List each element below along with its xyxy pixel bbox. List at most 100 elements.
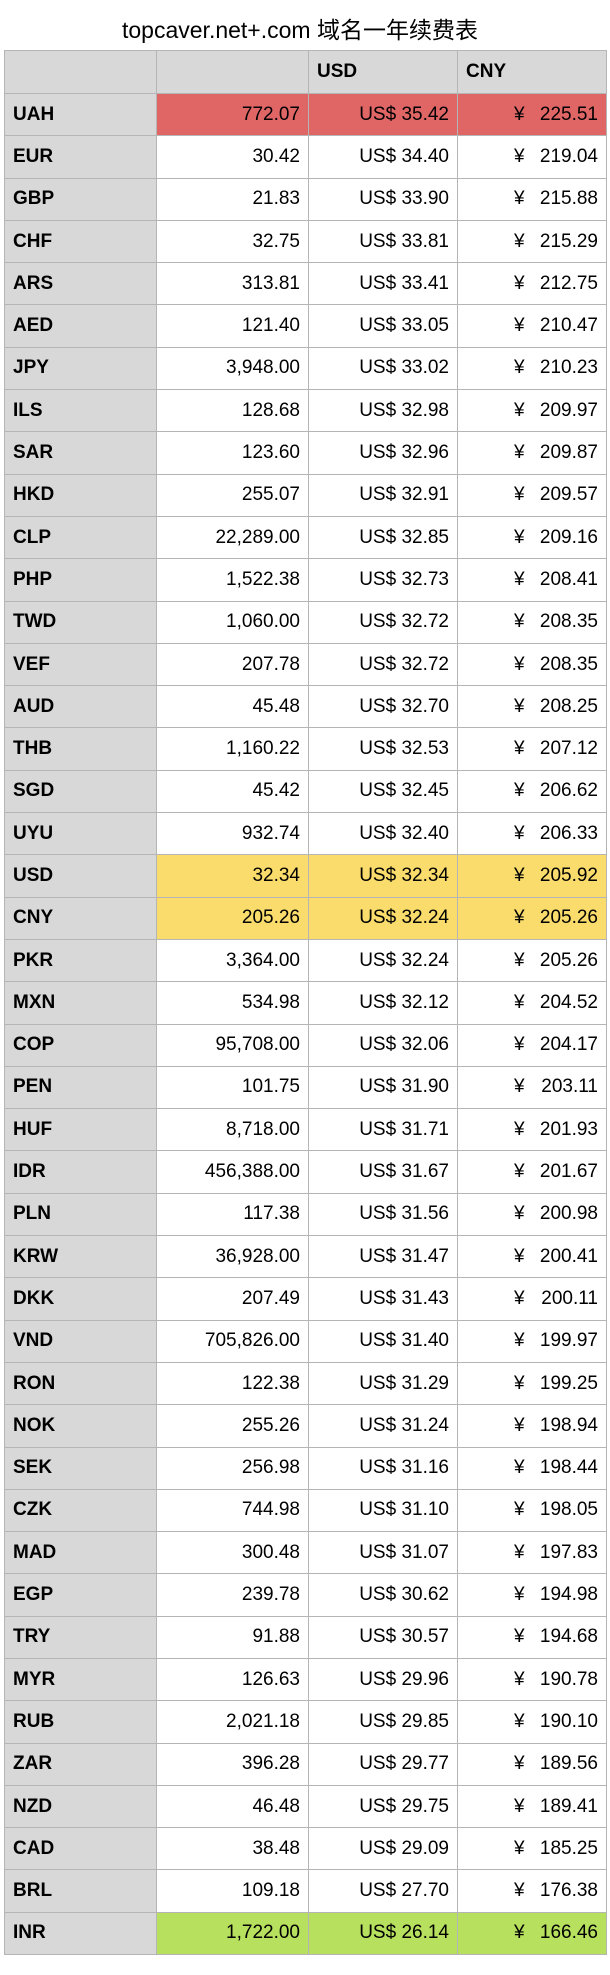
yen-symbol: ¥ [514, 1795, 525, 1817]
cny-price-cell: ¥204.52 [457, 981, 607, 1025]
local-price: 32.75 [156, 219, 309, 264]
cny-price-cell: ¥204.17 [457, 1023, 607, 1067]
yen-symbol: ¥ [514, 272, 525, 294]
yen-symbol: ¥ [514, 526, 525, 548]
yen-symbol: ¥ [514, 695, 525, 717]
cny-price-cell: ¥206.62 [457, 769, 607, 814]
currency-code: EUR [4, 135, 157, 179]
local-price: 2,021.18 [156, 1700, 309, 1744]
local-price: 123.60 [156, 431, 309, 475]
cny-price-cell: ¥209.57 [457, 473, 607, 517]
table-row: TWD 1,060.00 US$ 32.72 ¥208.35 [4, 600, 607, 644]
usd-price: US$ 30.57 [308, 1615, 458, 1659]
table-row: CHF 32.75 US$ 33.81 ¥215.29 [4, 219, 607, 264]
cny-price: 207.12 [539, 738, 598, 760]
table-row: CLP 22,289.00 US$ 32.85 ¥209.16 [4, 515, 607, 560]
yen-symbol: ¥ [514, 1584, 525, 1606]
cny-price: 215.29 [539, 230, 598, 252]
local-price: 45.48 [156, 685, 309, 729]
cny-price: 199.25 [539, 1372, 598, 1394]
usd-price: US$ 34.40 [308, 135, 458, 179]
usd-price: US$ 31.40 [308, 1319, 458, 1363]
cny-price: 185.25 [539, 1837, 598, 1859]
yen-symbol: ¥ [514, 1753, 525, 1775]
table-header-row: USD CNY [4, 50, 607, 94]
yen-symbol: ¥ [514, 399, 525, 421]
table-row: MXN 534.98 US$ 32.12 ¥204.52 [4, 981, 607, 1025]
currency-code: MYR [4, 1657, 157, 1702]
local-price: 117.38 [156, 1192, 309, 1237]
cny-price: 198.05 [539, 1499, 598, 1521]
cny-price-cell: ¥190.78 [457, 1657, 607, 1702]
table-row: UAH 772.07 US$ 35.42 ¥225.51 [4, 92, 607, 137]
cny-price: 166.46 [539, 1922, 598, 1944]
local-price: 126.63 [156, 1657, 309, 1702]
table-row: THB 1,160.22 US$ 32.53 ¥207.12 [4, 727, 607, 771]
usd-price: US$ 31.71 [308, 1108, 458, 1152]
table-row: RON 122.38 US$ 31.29 ¥199.25 [4, 1361, 607, 1406]
currency-code: MAD [4, 1531, 157, 1575]
usd-price: US$ 26.14 [308, 1911, 458, 1956]
local-price: 128.68 [156, 389, 309, 433]
usd-price: US$ 31.29 [308, 1361, 458, 1406]
yen-symbol: ¥ [514, 1203, 525, 1225]
table-row: EUR 30.42 US$ 34.40 ¥219.04 [4, 135, 607, 179]
usd-price: US$ 29.09 [308, 1827, 458, 1871]
cny-price-cell: ¥190.10 [457, 1700, 607, 1744]
cny-price-cell: ¥194.68 [457, 1615, 607, 1659]
table-row: ARS 313.81 US$ 33.41 ¥212.75 [4, 262, 607, 306]
yen-symbol: ¥ [514, 1118, 525, 1140]
cny-price: 206.33 [539, 822, 598, 844]
cny-price: 209.16 [539, 526, 598, 548]
cny-price-cell: ¥185.25 [457, 1827, 607, 1871]
usd-price: US$ 32.53 [308, 727, 458, 771]
local-price: 396.28 [156, 1742, 309, 1786]
yen-symbol: ¥ [514, 1626, 525, 1648]
table-row: AED 121.40 US$ 33.05 ¥210.47 [4, 304, 607, 348]
currency-code: ILS [4, 389, 157, 433]
local-price: 300.48 [156, 1531, 309, 1575]
cny-price-cell: ¥208.35 [457, 600, 607, 644]
usd-price: US$ 32.40 [308, 812, 458, 856]
yen-symbol: ¥ [514, 1245, 525, 1267]
cny-price-cell: ¥201.67 [457, 1150, 607, 1194]
local-price: 122.38 [156, 1361, 309, 1406]
cny-price-cell: ¥201.93 [457, 1108, 607, 1152]
currency-code: UAH [4, 92, 157, 137]
cny-price-cell: ¥205.92 [457, 854, 607, 898]
cny-price: 209.57 [539, 484, 598, 506]
cny-price-cell: ¥200.41 [457, 1235, 607, 1279]
cny-price: 215.88 [539, 188, 598, 210]
cny-price: 189.56 [539, 1753, 598, 1775]
currency-code: PKR [4, 938, 157, 983]
yen-symbol: ¥ [514, 738, 525, 760]
yen-symbol: ¥ [514, 145, 525, 167]
usd-price: US$ 31.07 [308, 1531, 458, 1575]
cny-price-cell: ¥208.41 [457, 558, 607, 602]
cny-price-cell: ¥208.25 [457, 685, 607, 729]
cny-price: 197.83 [539, 1541, 598, 1563]
local-price: 207.78 [156, 642, 309, 687]
currency-code: CAD [4, 1827, 157, 1871]
cny-price-cell: ¥210.23 [457, 346, 607, 391]
table-row: AUD 45.48 US$ 32.70 ¥208.25 [4, 685, 607, 729]
currency-code: CLP [4, 515, 157, 560]
table-row: ZAR 396.28 US$ 29.77 ¥189.56 [4, 1742, 607, 1786]
cny-price-cell: ¥197.83 [457, 1531, 607, 1575]
cny-price-cell: ¥209.87 [457, 431, 607, 475]
table-row: KRW 36,928.00 US$ 31.47 ¥200.41 [4, 1235, 607, 1279]
usd-price: US$ 29.85 [308, 1700, 458, 1744]
currency-code: AED [4, 304, 157, 348]
cny-price-cell: ¥206.33 [457, 812, 607, 856]
cny-price: 200.41 [539, 1245, 598, 1267]
local-price: 456,388.00 [156, 1150, 309, 1194]
column-header-local [156, 50, 309, 94]
yen-symbol: ¥ [514, 822, 525, 844]
table-row: JPY 3,948.00 US$ 33.02 ¥210.23 [4, 346, 607, 391]
usd-price: US$ 29.75 [308, 1784, 458, 1829]
yen-symbol: ¥ [514, 1372, 525, 1394]
cny-price: 200.98 [539, 1203, 598, 1225]
usd-price: US$ 31.24 [308, 1404, 458, 1448]
table-row: COP 95,708.00 US$ 32.06 ¥204.17 [4, 1023, 607, 1067]
currency-code: DKK [4, 1277, 157, 1321]
